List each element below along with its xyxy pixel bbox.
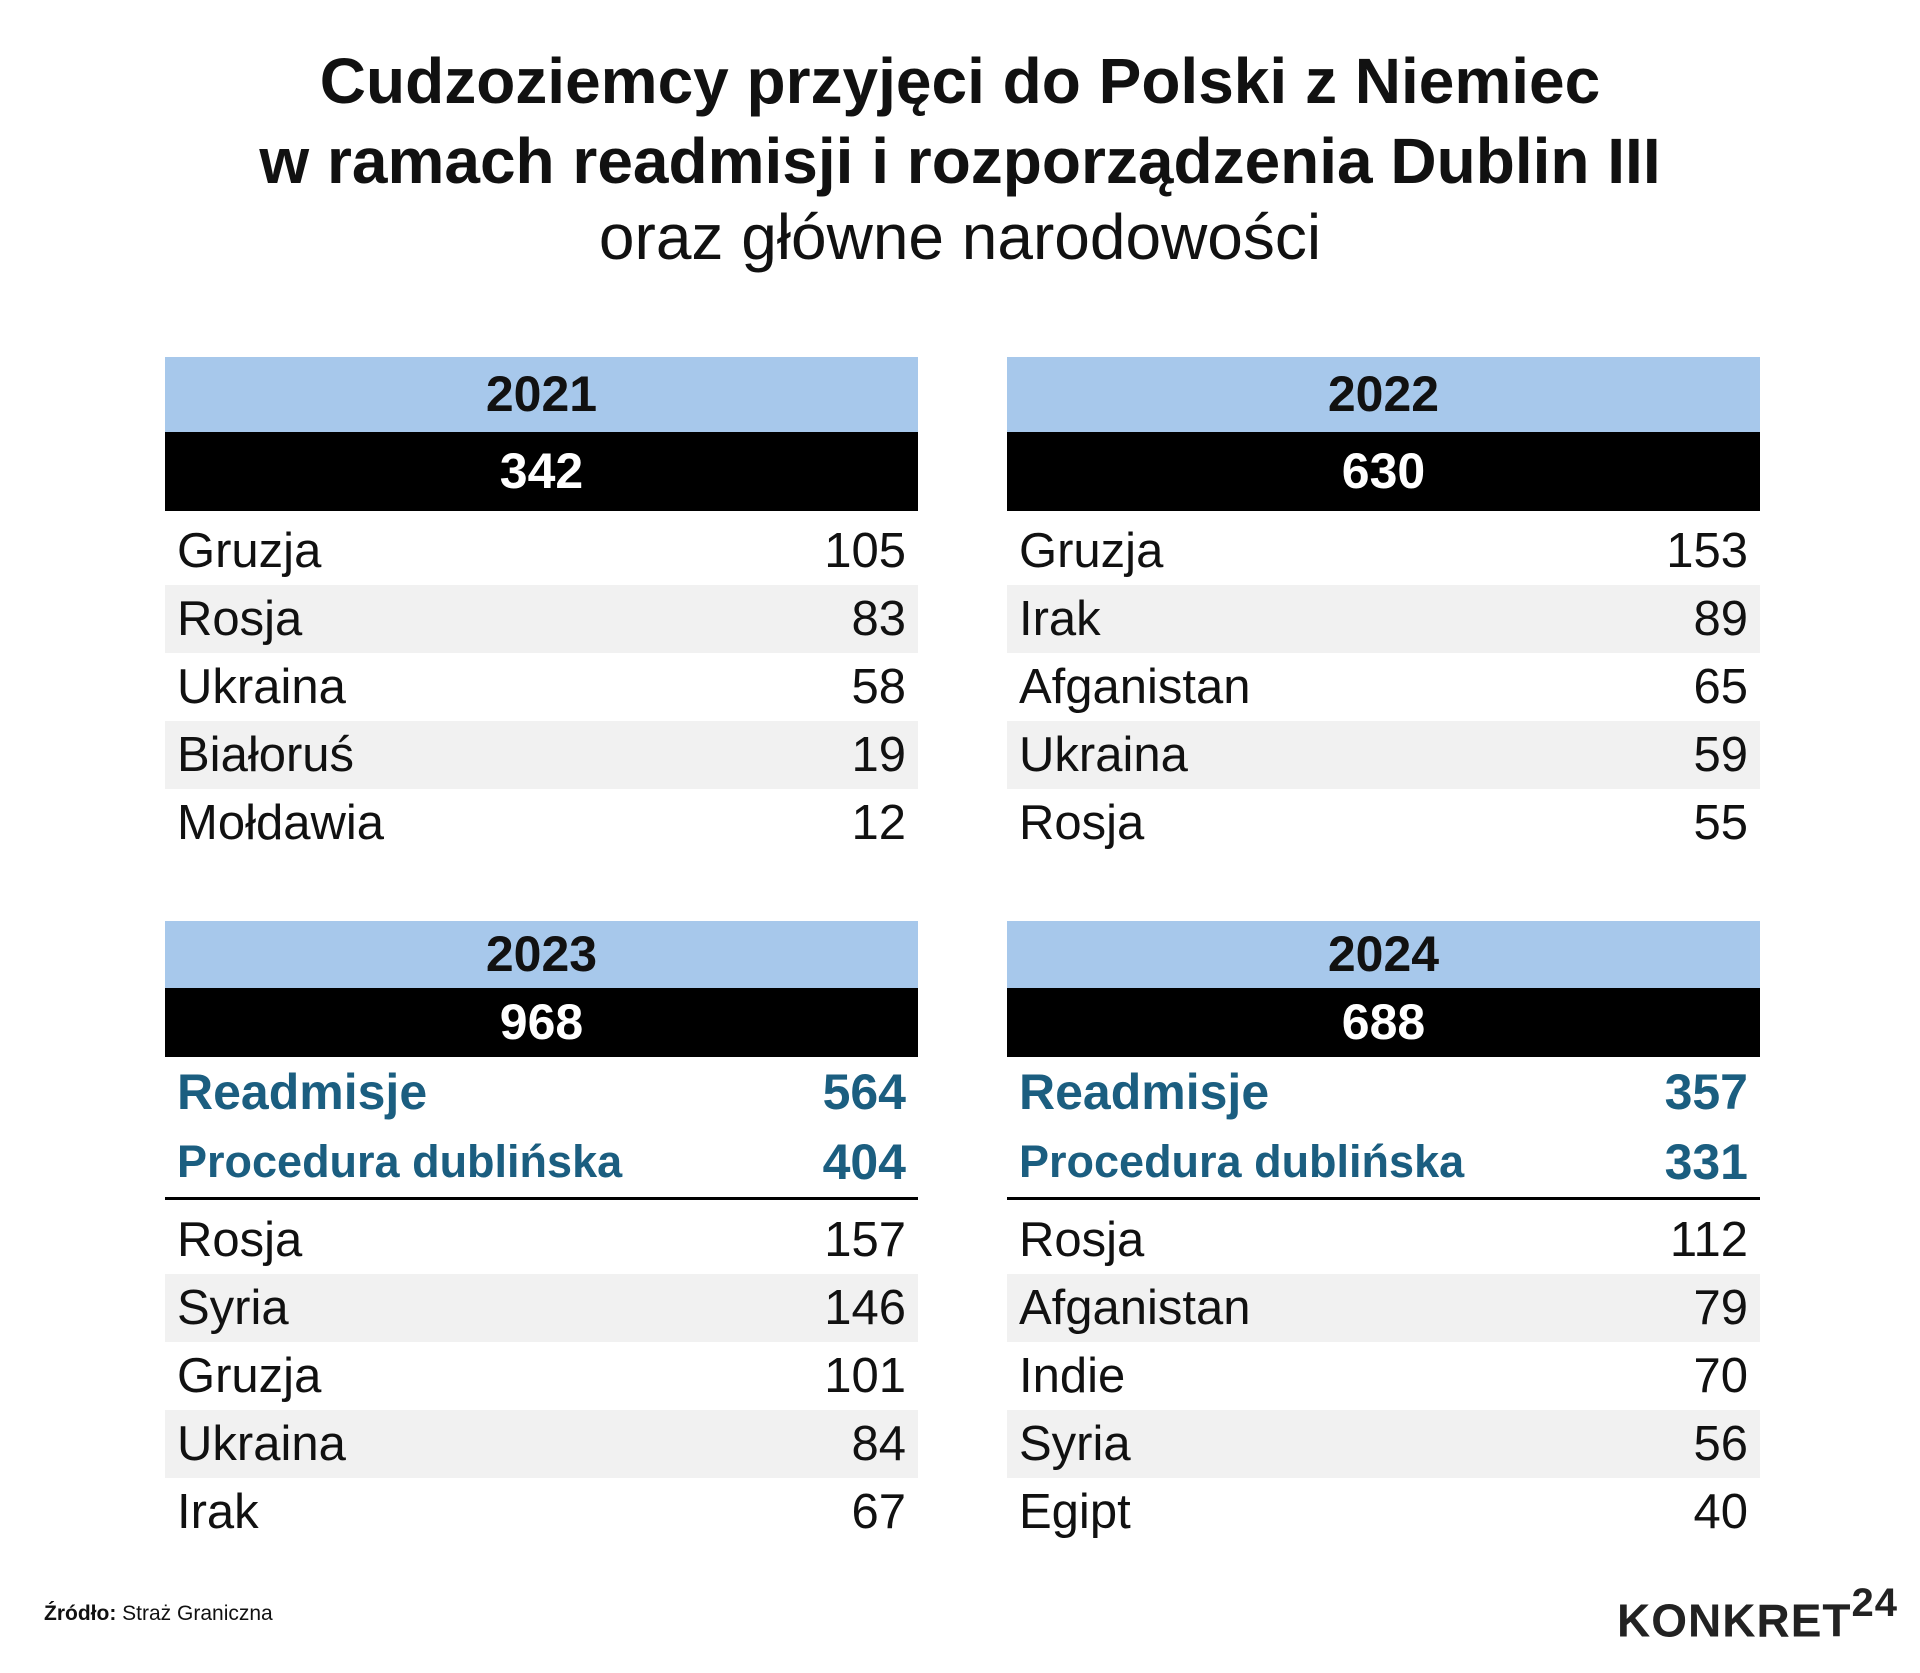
country-name: Ukraina xyxy=(177,1417,346,1471)
table-row: Afganistan 79 xyxy=(1007,1274,1760,1342)
country-value: 55 xyxy=(1693,796,1748,850)
country-value: 58 xyxy=(851,660,906,714)
country-name: Irak xyxy=(1019,592,1101,646)
source-text: Straż Graniczna xyxy=(122,1602,273,1625)
year-header: 2023 xyxy=(165,921,918,988)
country-name: Irak xyxy=(177,1485,259,1539)
year-panel-2023: 2023 968 Readmisje 564 Procedura dublińska… xyxy=(165,921,918,1546)
nationality-list: Rosja 112 Afganistan 79 Indie 70 Syria 56 Egipt 4… xyxy=(1007,1206,1760,1546)
source-label: Źródło: xyxy=(44,1602,117,1625)
table-row: Irak 89 xyxy=(1007,585,1760,653)
country-value: 67 xyxy=(851,1485,906,1539)
table-row: Afganistan 65 xyxy=(1007,653,1760,721)
dublin-value: 331 xyxy=(1664,1134,1748,1190)
country-name: Rosja xyxy=(1019,796,1145,850)
country-value: 112 xyxy=(1669,1213,1748,1267)
table-row: Gruzja 153 xyxy=(1007,517,1760,585)
year-panel-2024: 2024 688 Readmisje 357 Procedura dublińska… xyxy=(1007,921,1760,1546)
year-header: 2024 xyxy=(1007,921,1760,988)
country-value: 157 xyxy=(824,1213,906,1267)
dublin-label: Procedura dublińska xyxy=(1019,1136,1465,1187)
country-value: 84 xyxy=(851,1417,906,1471)
dublin-row: Procedura dublińska 331 xyxy=(1007,1127,1760,1200)
country-name: Gruzja xyxy=(177,524,322,578)
logo-suffix: 24 xyxy=(1851,1581,1898,1625)
table-row: Syria 146 xyxy=(165,1274,918,1342)
country-value: 19 xyxy=(851,728,906,782)
country-name: Rosja xyxy=(177,592,303,646)
total-count: 688 xyxy=(1007,988,1760,1057)
table-row: Syria 56 xyxy=(1007,1410,1760,1478)
country-name: Afganistan xyxy=(1019,1281,1251,1335)
title-line-1: Cudzoziemcy przyjęci do Polski z Niemiec xyxy=(319,45,1601,117)
konkret24-logo: KONKRET24 xyxy=(1617,1581,1898,1647)
table-row: Gruzja 101 xyxy=(165,1342,918,1410)
table-row: Ukraina 84 xyxy=(165,1410,918,1478)
year-panel-2022: 2022 630 Gruzja 153 Irak 89 Afganistan 65 Ukrai… xyxy=(1007,357,1760,857)
table-row: Rosja 83 xyxy=(165,585,918,653)
table-row: Egipt 40 xyxy=(1007,1478,1760,1546)
nationality-list: Rosja 157 Syria 146 Gruzja 101 Ukraina 84 Irak 67 xyxy=(165,1206,918,1546)
table-row: Rosja 157 xyxy=(165,1206,918,1274)
country-value: 12 xyxy=(851,796,906,850)
table-row: Mołdawia 12 xyxy=(165,789,918,857)
table-row: Gruzja 105 xyxy=(165,517,918,585)
country-name: Indie xyxy=(1019,1349,1126,1403)
country-value: 153 xyxy=(1666,524,1748,578)
country-value: 56 xyxy=(1693,1417,1748,1471)
readmisje-label: Readmisje xyxy=(1019,1064,1270,1120)
nationality-list: Gruzja 105 Rosja 83 Ukraina 58 Białoruś 19 Mołda… xyxy=(165,517,918,857)
readmisje-row: Readmisje 357 xyxy=(1007,1057,1760,1127)
country-name: Białoruś xyxy=(177,728,355,782)
country-value: 79 xyxy=(1693,1281,1748,1335)
country-name: Mołdawia xyxy=(177,796,384,850)
year-header: 2021 xyxy=(165,357,918,432)
nationality-list: Gruzja 153 Irak 89 Afganistan 65 Ukraina 59 Rosj… xyxy=(1007,517,1760,857)
total-count: 968 xyxy=(165,988,918,1057)
readmisje-label: Readmisje xyxy=(177,1064,428,1120)
table-row: Białoruś 19 xyxy=(165,721,918,789)
country-name: Afganistan xyxy=(1019,660,1251,714)
table-row: Ukraina 59 xyxy=(1007,721,1760,789)
country-name: Gruzja xyxy=(1019,524,1164,578)
title-line-2: w ramach readmisji i rozporządzenia Dubl… xyxy=(259,125,1661,197)
country-name: Egipt xyxy=(1019,1485,1131,1539)
subtitle: oraz główne narodowości xyxy=(598,201,1322,273)
total-count: 630 xyxy=(1007,432,1760,511)
total-count: 342 xyxy=(165,432,918,511)
year-panel-2021: 2021 342 Gruzja 105 Rosja 83 Ukraina 58 Białoru… xyxy=(165,357,918,857)
table-row: Rosja 112 xyxy=(1007,1206,1760,1274)
readmisje-value: 564 xyxy=(822,1064,906,1120)
dublin-row: Procedura dublińska 404 xyxy=(165,1127,918,1200)
country-name: Syria xyxy=(1019,1417,1131,1471)
year-header: 2022 xyxy=(1007,357,1760,432)
logo-text: KONKRET xyxy=(1617,1594,1852,1647)
country-value: 65 xyxy=(1693,660,1748,714)
table-row: Indie 70 xyxy=(1007,1342,1760,1410)
country-name: Syria xyxy=(177,1281,289,1335)
country-value: 105 xyxy=(824,524,906,578)
country-name: Ukraina xyxy=(177,660,346,714)
country-name: Rosja xyxy=(1019,1213,1145,1267)
country-value: 101 xyxy=(824,1349,906,1403)
dublin-value: 404 xyxy=(822,1134,906,1190)
country-value: 146 xyxy=(824,1281,906,1335)
country-value: 40 xyxy=(1693,1485,1748,1539)
country-name: Rosja xyxy=(177,1213,303,1267)
country-value: 59 xyxy=(1693,728,1748,782)
country-value: 70 xyxy=(1693,1349,1748,1403)
table-row: Rosja 55 xyxy=(1007,789,1760,857)
source-note: Źródło: Straż Graniczna xyxy=(44,1602,273,1626)
country-name: Gruzja xyxy=(177,1349,322,1403)
country-value: 89 xyxy=(1693,592,1748,646)
table-row: Ukraina 58 xyxy=(165,653,918,721)
table-row: Irak 67 xyxy=(165,1478,918,1546)
readmisje-value: 357 xyxy=(1664,1064,1748,1120)
dublin-label: Procedura dublińska xyxy=(177,1136,623,1187)
country-value: 83 xyxy=(851,592,906,646)
country-name: Ukraina xyxy=(1019,728,1188,782)
readmisje-row: Readmisje 564 xyxy=(165,1057,918,1127)
